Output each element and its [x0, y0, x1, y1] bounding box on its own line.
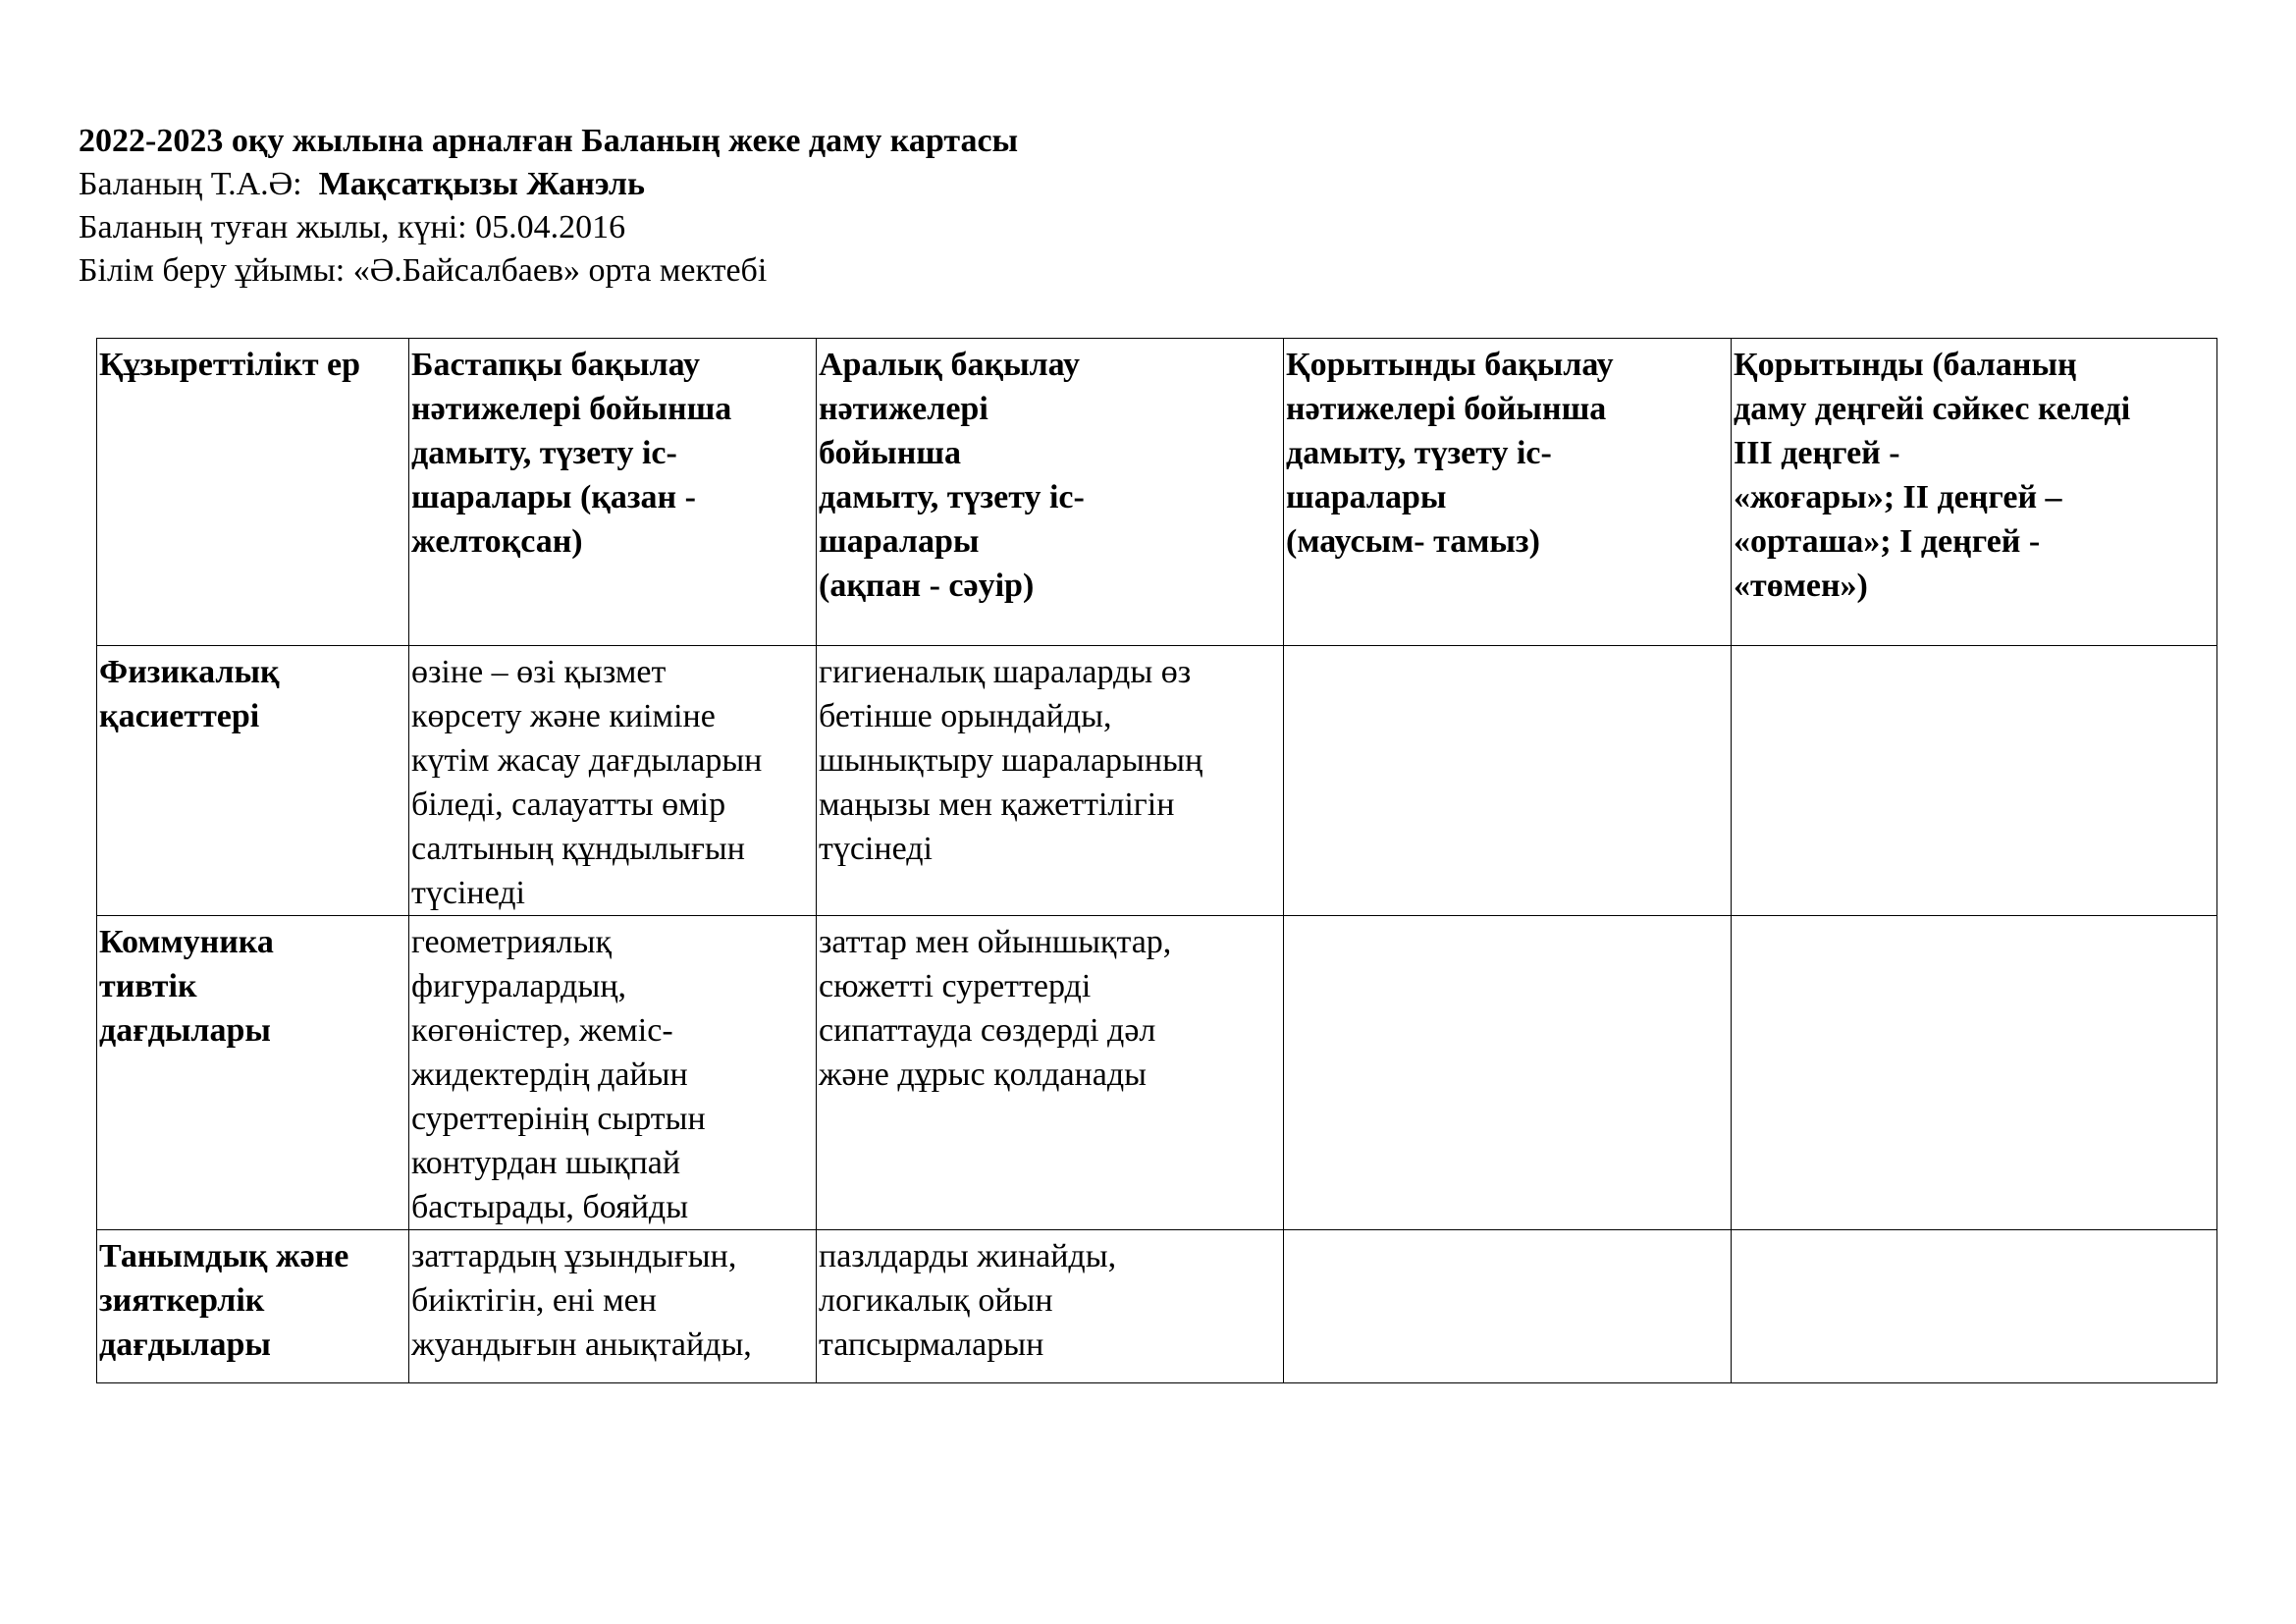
cell-line: жуандығын анықтайды,	[411, 1326, 752, 1363]
cell-line: гигиеналық шараларды өз	[819, 654, 1192, 690]
column-header-final-result: Қорытынды (баланың даму деңгейі сәйкес ке…	[1731, 338, 2217, 646]
cell-competency: Физикалық қасиеттері	[96, 645, 409, 916]
cell-line: Физикалық	[99, 654, 280, 690]
cell-line: «орташа»; І деңгей -	[1734, 523, 2041, 560]
cell-line: фигуралардың,	[411, 968, 627, 1004]
cell-final-control	[1283, 1229, 1732, 1383]
child-name-value: Мақсатқызы Жанэль	[318, 166, 645, 202]
table-row: Танымдық және зияткерлік дағдылары заттарды…	[96, 1229, 2217, 1383]
cell-line: қасиеттері	[99, 698, 260, 734]
cell-final-control	[1283, 915, 1732, 1230]
cell-line: шаралары	[1286, 479, 1447, 515]
cell-line: күтім жасау дағдыларын	[411, 742, 763, 779]
cell-line: контурдан шықпай	[411, 1145, 681, 1181]
cell-interim-control: гигиеналық шараларды өз бетінше орындайды…	[816, 645, 1284, 916]
cell-line: түсінеді	[411, 875, 525, 911]
table-row: Коммуника тивтік дағдылары геометриялық фигу…	[96, 915, 2217, 1230]
cell-line: «төмен»)	[1734, 568, 1868, 604]
cell-line: «жоғары»; ІІ деңгей –	[1734, 479, 2062, 515]
cell-line: көгөністер, жеміс-	[411, 1012, 673, 1049]
document-header: 2022-2023 оқу жылына арналған Баланың же…	[79, 120, 1018, 293]
cell-final-result	[1731, 645, 2217, 916]
cell-line: тапсырмаларын	[819, 1326, 1044, 1363]
cell-line: сипаттауда сөздерді дәл	[819, 1012, 1156, 1049]
cell-line: шаралары (қазан -	[411, 479, 696, 515]
cell-line: нәтижелері бойынша	[411, 391, 732, 427]
cell-initial-control: өзіне – өзі қызмет көрсету және киіміне кү…	[408, 645, 817, 916]
cell-line: көрсету және киіміне	[411, 698, 716, 734]
column-header-interim-control: Аралық бақылау нәтижелері бойынша дамыту, т…	[816, 338, 1284, 646]
cell-line: даму деңгейі сәйкес келеді	[1734, 391, 2131, 427]
cell-line: түсінеді	[819, 831, 933, 867]
birth-date-line: Баланың туған жылы, күні: 05.04.2016	[79, 209, 626, 245]
cell-line: шынықтыру шараларының	[819, 742, 1203, 779]
cell-line: Танымдық және	[99, 1238, 349, 1274]
cell-line: геометриялық	[411, 924, 612, 960]
cell-line: желтоқсан)	[411, 523, 583, 560]
cell-line: заттар мен ойыншықтар,	[819, 924, 1172, 960]
column-header-initial-control: Бастапқы бақылау нәтижелері бойынша дамыту…	[408, 338, 817, 646]
cell-line: сюжетті суреттерді	[819, 968, 1092, 1004]
child-name-line: Баланың Т.А.Ә: Мақсатқызы Жанэль	[79, 163, 1018, 206]
organization-line: Білім беру ұйымы: «Ә.Байсалбаев» орта ме…	[79, 252, 768, 289]
cell-initial-control: заттардың ұзындығын, биіктігін, ені мен жу…	[408, 1229, 817, 1383]
cell-line: дамыту, түзету іс-	[411, 435, 677, 471]
cell-line: зияткерлік	[99, 1282, 265, 1319]
cell-interim-control: пазлдарды жинайды, логикалық ойын тапсырма…	[816, 1229, 1284, 1383]
table-header-row: Құзыреттілікт ер Бастапқы бақылау нәтижеле…	[96, 338, 2217, 646]
column-header-final-control: Қорытынды бақылау нәтижелері бойынша дамыт…	[1283, 338, 1732, 646]
cell-line: біледі, салауатты өмір	[411, 786, 726, 823]
child-name-label: Баланың Т.А.Ә:	[79, 166, 302, 202]
cell-line: биіктігін, ені мен	[411, 1282, 657, 1319]
cell-line: Коммуника	[99, 924, 274, 960]
cell-line: нәтижелері бойынша	[1286, 391, 1607, 427]
cell-line: ІІІ деңгей -	[1734, 435, 1900, 471]
cell-line: нәтижелері	[819, 391, 988, 427]
cell-line: логикалық ойын	[819, 1282, 1053, 1319]
cell-line: маңызы мен қажеттілігін	[819, 786, 1175, 823]
cell-line: дағдылары	[99, 1012, 271, 1049]
column-header-competency: Құзыреттілікт ер	[96, 338, 409, 646]
cell-line: дамыту, түзету іс-	[1286, 435, 1552, 471]
cell-line: бастырады, бояйды	[411, 1189, 689, 1225]
cell-competency: Коммуника тивтік дағдылары	[96, 915, 409, 1230]
cell-line: Бастапқы бақылау	[411, 347, 700, 383]
cell-line: Қорытынды (баланың	[1734, 347, 2077, 383]
cell-line: шаралары	[819, 523, 980, 560]
cell-initial-control: геометриялық фигуралардың, көгөністер, жем…	[408, 915, 817, 1230]
cell-line: өзіне – өзі қызмет	[411, 654, 667, 690]
cell-line: салтының құндылығын	[411, 831, 745, 867]
cell-interim-control: заттар мен ойыншықтар, сюжетті суреттерді…	[816, 915, 1284, 1230]
development-table: Құзыреттілікт ер Бастапқы бақылау нәтижеле…	[96, 338, 2217, 1383]
cell-competency: Танымдық және зияткерлік дағдылары	[96, 1229, 409, 1383]
cell-line: жидектердің дайын	[411, 1056, 688, 1093]
cell-line: Құзыреттілікт ер	[99, 347, 361, 383]
document-title: 2022-2023 оқу жылына арналған Баланың же…	[79, 123, 1019, 159]
cell-line: суреттерінің сыртын	[411, 1101, 706, 1137]
cell-line: дамыту, түзету іс-	[819, 479, 1085, 515]
cell-line: (маусым- тамыз)	[1286, 523, 1540, 560]
cell-line: заттардың ұзындығын,	[411, 1238, 737, 1274]
cell-line: Қорытынды бақылау	[1286, 347, 1614, 383]
table-row: Физикалық қасиеттері өзіне – өзі қызмет көр…	[96, 645, 2217, 916]
cell-line: дағдылары	[99, 1326, 271, 1363]
cell-final-result	[1731, 915, 2217, 1230]
cell-line: Аралық бақылау	[819, 347, 1080, 383]
cell-line: (ақпан - сәуір)	[819, 568, 1035, 604]
cell-line: және дұрыс қолданады	[819, 1056, 1147, 1093]
cell-line: тивтік	[99, 968, 197, 1004]
cell-final-control	[1283, 645, 1732, 916]
cell-line: бойынша	[819, 435, 961, 471]
cell-line: пазлдарды жинайды,	[819, 1238, 1117, 1274]
cell-final-result	[1731, 1229, 2217, 1383]
cell-line: бетінше орындайды,	[819, 698, 1112, 734]
